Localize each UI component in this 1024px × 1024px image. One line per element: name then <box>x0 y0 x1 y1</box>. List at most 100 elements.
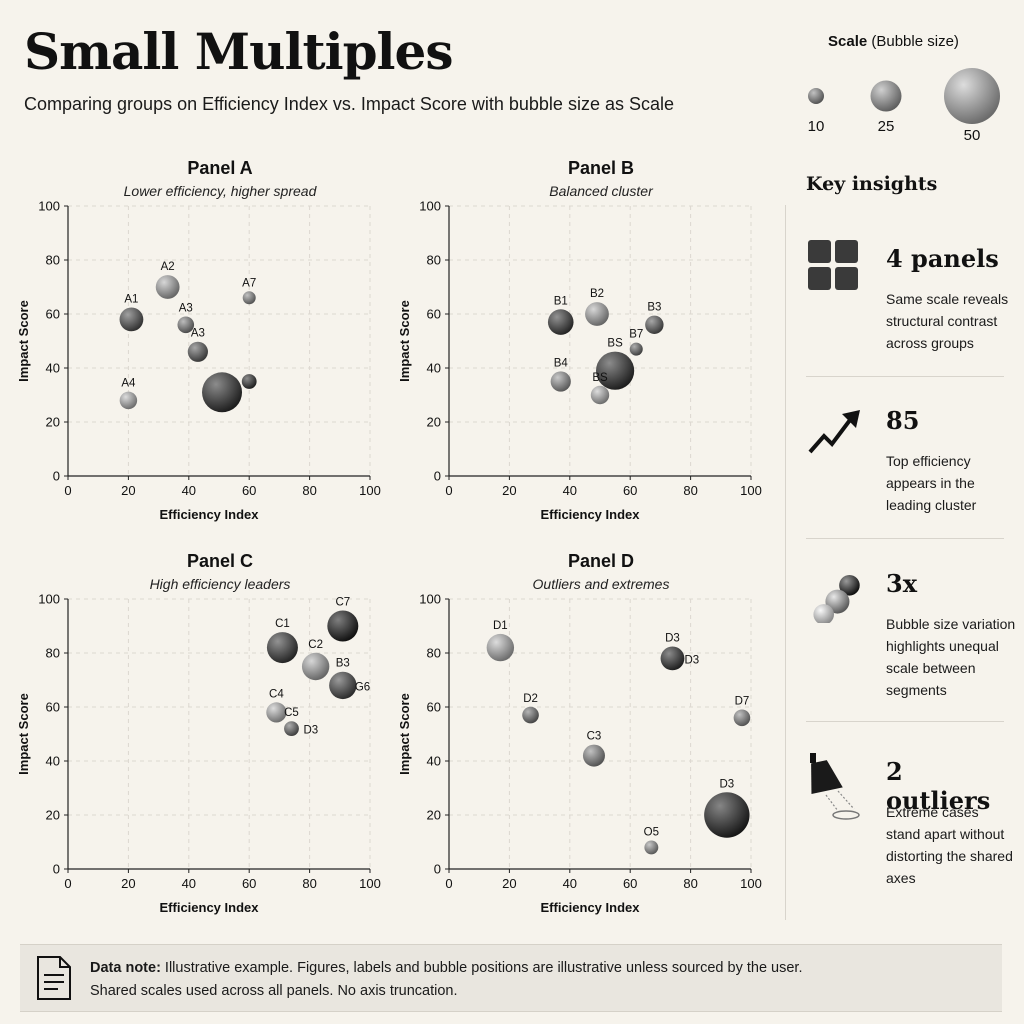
data-note-label: Data note: <box>90 960 161 976</box>
insight-top-efficiency: 85 Top efficiency appears in the leading… <box>800 400 1015 560</box>
x-tick-label: 0 <box>64 876 71 891</box>
x-tick-label: 0 <box>445 876 452 891</box>
y-tick-label: 20 <box>427 415 441 430</box>
scale-legend-label: 50 <box>964 127 981 144</box>
insight-description: Top efficiency appears in the leading cl… <box>886 453 977 513</box>
scale-legend-label: 25 <box>878 118 895 135</box>
panel-c-subtitle: High efficiency leaders <box>149 576 291 592</box>
x-tick-label: 40 <box>182 483 196 498</box>
x-tick-label: 80 <box>683 483 697 498</box>
insight-value: 2 outliers <box>886 757 991 815</box>
bubble-label: C2 <box>308 639 323 651</box>
insight-separator <box>806 538 1004 539</box>
x-axis-label: Efficiency Index <box>541 900 641 915</box>
bubble-label: C5 <box>284 707 299 719</box>
bubble-point <box>284 721 299 736</box>
panel-c-title: Panel C <box>186 551 254 571</box>
y-tick-label: 20 <box>427 808 441 823</box>
y-tick-label: 100 <box>38 592 60 607</box>
y-tick-label: 0 <box>434 862 441 877</box>
y-tick-label: 60 <box>46 700 60 715</box>
scale-legend-bubble <box>808 88 824 104</box>
insights-title: Key insights <box>806 173 938 195</box>
bubble-point <box>187 341 208 362</box>
y-tick-label: 60 <box>46 307 60 322</box>
trend-up-icon <box>808 410 860 454</box>
scale-legend-bubble <box>944 68 1000 124</box>
scale-legend-title-bold: Scale <box>828 33 868 50</box>
x-tick-label: 20 <box>121 876 135 891</box>
panel-b-title: Panel B <box>567 158 635 178</box>
y-axis-label: Impact Score <box>16 693 31 775</box>
y-tick-label: 40 <box>427 754 441 769</box>
bubble-point <box>733 709 751 727</box>
bubble-label: A7 <box>242 277 256 289</box>
panel-a-title: Panel A <box>187 158 253 178</box>
bubble-label: D3 <box>303 725 318 737</box>
panel-d-title: Panel D <box>567 551 635 571</box>
bubble-point <box>202 372 243 413</box>
bubble-point <box>241 374 257 389</box>
scale-legend-bubble <box>870 80 902 112</box>
panel-b-chart: 0 20 40 60 80 100 0 20 40 60 80 100 Efficiency Index… <box>397 199 762 523</box>
bubble-point <box>596 351 635 390</box>
bubble-point <box>119 307 144 332</box>
x-tick-label: 80 <box>302 483 316 498</box>
data-note-text: Data note: Illustrative example. Figures… <box>90 957 802 1003</box>
scale-legend-title-rest: (Bubble size) <box>867 33 959 50</box>
y-tick-label: 0 <box>53 862 60 877</box>
bubble-point <box>177 316 195 334</box>
page-subtitle: Comparing groups on Efficiency Index vs.… <box>24 94 674 114</box>
bubble-label: C4 <box>269 688 284 700</box>
bubble-label: A3 <box>191 328 205 340</box>
y-tick-label: 0 <box>53 469 60 484</box>
bubble-label: B1 <box>554 295 568 307</box>
bubble-label: B7 <box>629 329 643 341</box>
x-tick-label: 20 <box>502 876 516 891</box>
bubble-point <box>547 309 574 335</box>
x-tick-label: 20 <box>502 483 516 498</box>
bubble-point <box>585 302 609 326</box>
x-tick-label: 60 <box>242 483 256 498</box>
bubble-label: A4 <box>121 378 136 390</box>
y-tick-label: 40 <box>427 361 441 376</box>
bubble-point <box>660 646 685 671</box>
y-tick-label: 80 <box>46 646 60 661</box>
insight-value: 3x <box>886 569 918 598</box>
bubble-point <box>522 706 539 724</box>
bubble-point <box>242 291 256 305</box>
bubble-point <box>590 385 610 405</box>
y-tick-label: 20 <box>46 808 60 823</box>
x-axis-label: Efficiency Index <box>541 507 641 522</box>
page-title: Small Multiples <box>24 22 454 81</box>
y-tick-label: 80 <box>427 253 441 268</box>
x-tick-label: 100 <box>740 483 762 498</box>
bubble-point <box>645 315 664 334</box>
y-tick-label: 60 <box>427 307 441 322</box>
panel-d-subtitle: Outliers and extremes <box>532 576 670 592</box>
bubble-label: D7 <box>735 696 750 708</box>
bubble-label: B3 <box>336 658 350 670</box>
panel-a-subtitle: Lower efficiency, higher spread <box>123 183 317 199</box>
bubble-label: BS <box>592 372 608 384</box>
document-icon <box>37 956 71 1000</box>
panel-c-chart: 0 20 40 60 80 100 0 20 40 60 80 100 Efficiency Index… <box>16 592 381 916</box>
bubble-label: O5 <box>644 826 659 838</box>
insight-value: 4 panels <box>886 244 999 273</box>
bubble-label: B3 <box>647 302 661 314</box>
bubble-point <box>486 633 515 662</box>
bubble-label: D3 <box>665 633 680 645</box>
x-tick-label: 60 <box>623 483 637 498</box>
insight-value: 85 <box>886 406 920 435</box>
x-tick-label: 80 <box>683 876 697 891</box>
bubble-point <box>266 632 298 664</box>
x-tick-label: 60 <box>623 876 637 891</box>
x-tick-label: 60 <box>242 876 256 891</box>
x-axis-label: Efficiency Index <box>160 900 260 915</box>
x-tick-label: 40 <box>563 483 577 498</box>
bubble-label: D2 <box>523 693 538 705</box>
bubble-label: D3 <box>719 778 734 790</box>
scale-legend-graphic: 10 25 50 <box>808 68 1000 144</box>
insight-separator <box>806 721 1004 722</box>
bubble-point <box>119 391 138 410</box>
